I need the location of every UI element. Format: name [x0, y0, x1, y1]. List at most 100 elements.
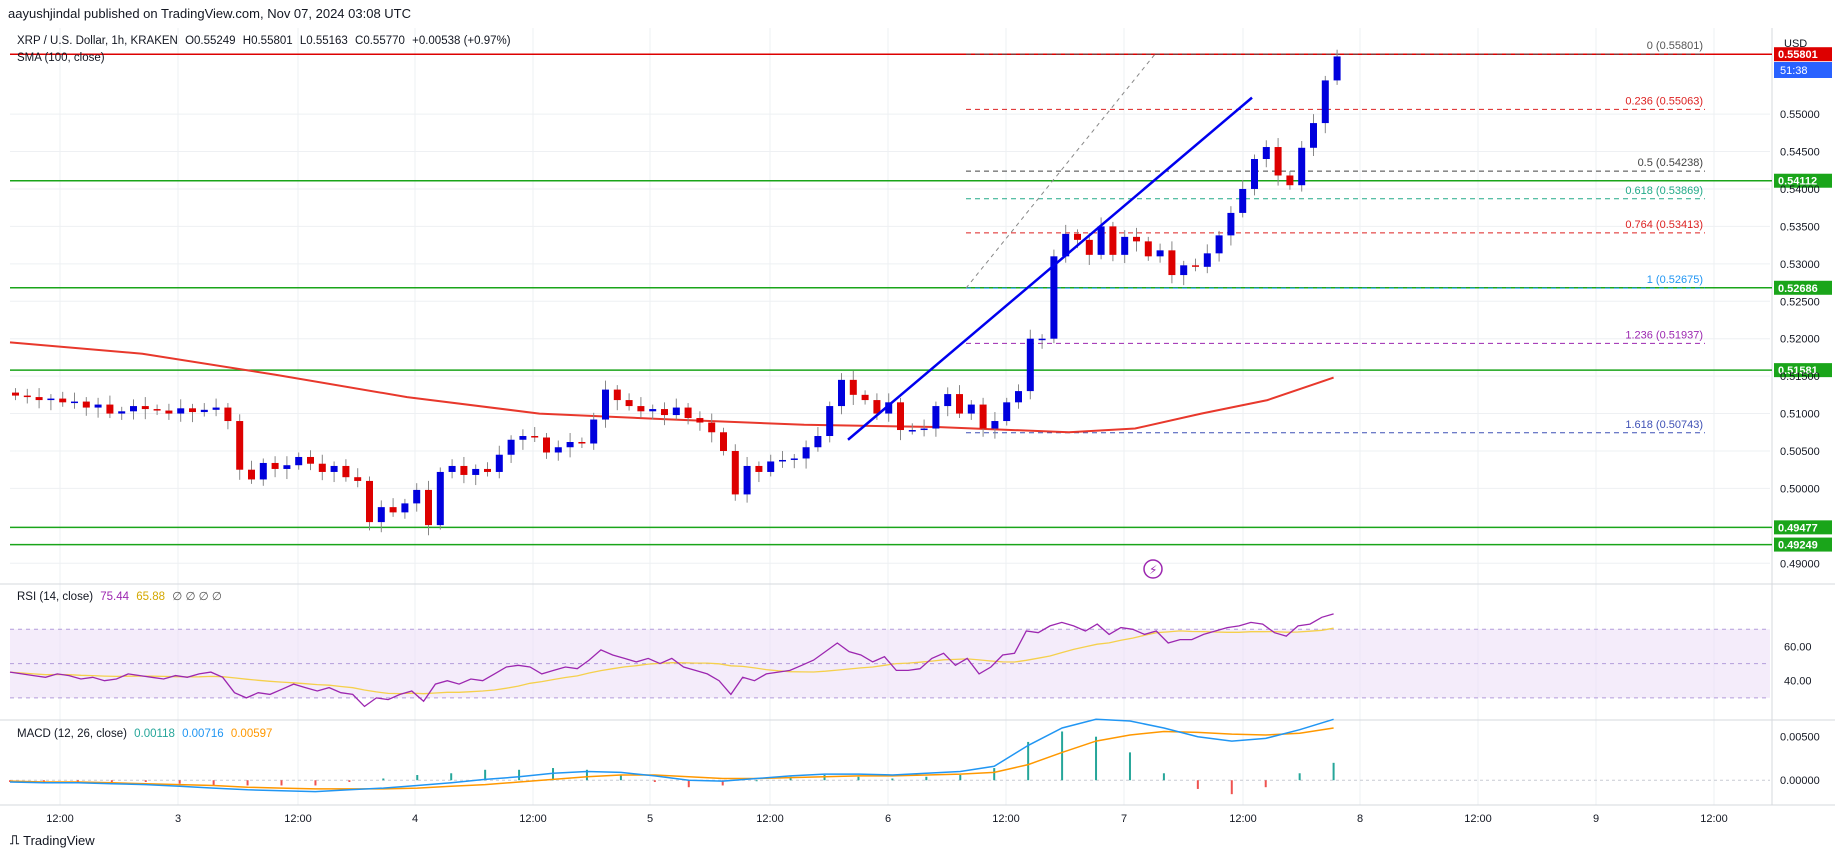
- time-tick-5: 5: [647, 813, 653, 825]
- rsi-ma-value: 65.88: [136, 591, 166, 603]
- candle-body-35: [425, 489, 432, 526]
- candle-body-90: [1074, 233, 1081, 240]
- macd-hist-bar-17: [585, 769, 588, 781]
- open-value: O0.55249: [185, 35, 236, 47]
- time-tick-14: 12:00: [1700, 813, 1728, 825]
- level-label-4: 0.49477: [1778, 522, 1818, 534]
- candle-body-33: [401, 503, 409, 513]
- candle-body-19: [236, 421, 244, 470]
- candle-body-53: [637, 406, 645, 412]
- candle-body-47: [566, 442, 574, 448]
- level-label-3: 0.51581: [1778, 365, 1818, 377]
- macd-hist-bar-16: [552, 768, 555, 781]
- candle-body-75: [897, 402, 904, 431]
- macd-pane: 0.00500 0.00000: [9, 718, 1820, 795]
- level-label-0: 0.55801: [1778, 49, 1818, 61]
- candle-body-46: [554, 447, 562, 453]
- candle-body-88: [1050, 256, 1058, 339]
- macd-tick-1: 0.00000: [1780, 775, 1820, 787]
- lightning-icon: [1143, 559, 1163, 579]
- candle-body-99: [1180, 265, 1188, 276]
- sma-label: SMA (100, close): [17, 52, 105, 64]
- rsi-tick-0: 60.00: [1784, 641, 1812, 653]
- candle-body-92: [1097, 226, 1105, 255]
- fib-diagonal: [965, 53, 1156, 289]
- macd-hist-bar-27: [925, 776, 928, 781]
- candle-body-44: [531, 436, 539, 438]
- candle-body-52: [625, 400, 633, 407]
- candle-body-24: [295, 456, 303, 466]
- candle-body-104: [1239, 188, 1247, 213]
- trend-line: [847, 96, 1253, 441]
- candles: [12, 49, 1341, 536]
- time-tick-4: 12:00: [519, 813, 547, 825]
- candle-body-28: [342, 465, 350, 478]
- candle-body-100: [1192, 265, 1199, 267]
- candle-body-78: [932, 406, 940, 429]
- candle-body-1: [23, 395, 31, 398]
- sma-legend[interactable]: SMA (100, close): [17, 52, 109, 64]
- macd-hist-bar-10: [348, 780, 351, 782]
- time-tick-11: 8: [1357, 813, 1363, 825]
- fib-label-4: 0.764 (0.53413): [1625, 219, 1703, 231]
- macd-label: MACD (12, 26, close): [17, 728, 127, 740]
- macd-hist-bar-37: [1264, 780, 1267, 788]
- candle-body-18: [224, 407, 232, 422]
- level-tag-1: [1774, 173, 1832, 188]
- candle-body-84: [1003, 402, 1011, 422]
- candle-body-40: [484, 468, 491, 472]
- candle-body-54: [649, 409, 657, 412]
- candle-body-95: [1133, 236, 1140, 242]
- price-tick-1: 0.54500: [1780, 147, 1820, 159]
- candle-body-56: [672, 407, 680, 416]
- candle-body-22: [271, 462, 279, 469]
- candle-body-55: [661, 409, 668, 416]
- candle-body-71: [849, 379, 857, 395]
- rsi-line: [9, 613, 1334, 708]
- rsi-legend[interactable]: RSI (14, close) 75.44 65.88 ∅ ∅ ∅ ∅: [17, 589, 226, 603]
- macd-hist-bar-39: [1332, 762, 1335, 781]
- candle-body-91: [1085, 239, 1093, 255]
- candle-body-32: [389, 507, 397, 513]
- fib-label-5: 1 (0.52675): [1647, 274, 1703, 286]
- fib-label-1: 0.236 (0.55063): [1625, 95, 1703, 107]
- candle-body-74: [885, 402, 893, 414]
- symbol-legend: XRP / U.S. Dollar, 1h, KRAKEN O0.55249 H…: [17, 35, 515, 47]
- candle-body-36: [436, 471, 444, 526]
- macd-hist-bar-2: [76, 780, 79, 782]
- level-label-5: 0.49249: [1778, 540, 1818, 552]
- macd-line-value: 0.00716: [182, 728, 224, 740]
- time-tick-1: 3: [175, 813, 181, 825]
- sma-100-line: [9, 341, 1334, 434]
- macd-hist-bar-9: [314, 780, 317, 786]
- currency-label: USD: [1784, 38, 1807, 50]
- footer-brand[interactable]: ⎍ TradingView: [10, 832, 95, 848]
- price-axis: 0.55801 0.54112 0.52686 0.51581 0.49477 0.492…: [1774, 38, 1832, 570]
- macd-legend[interactable]: MACD (12, 26, close) 0.00118 0.00716 0.0…: [17, 728, 276, 740]
- price-tick-0: 0.55000: [1780, 109, 1820, 121]
- candle-body-51: [613, 389, 621, 401]
- candle-body-49: [590, 419, 598, 444]
- rsi-pane: 60.00 40.00: [9, 613, 1812, 708]
- level-tag-5: [1774, 537, 1832, 552]
- candle-body-9: [118, 411, 126, 414]
- macd-hist-bar-14: [484, 769, 487, 781]
- candle-body-69: [826, 406, 834, 437]
- candle-body-6: [82, 401, 90, 408]
- macd-hist-bar-13: [450, 773, 453, 781]
- candle-body-82: [979, 404, 987, 429]
- macd-hist-bar-8: [280, 780, 283, 786]
- candle-body-4: [59, 398, 67, 403]
- time-tick-6: 12:00: [756, 813, 784, 825]
- candle-body-110: [1310, 123, 1317, 148]
- price-tick-7: 0.51500: [1780, 371, 1820, 383]
- time-tick-13: 9: [1593, 813, 1599, 825]
- macd-hist-bar-24: [823, 775, 826, 781]
- candle-body-23: [283, 465, 291, 469]
- candle-body-108: [1286, 175, 1294, 186]
- macd-hist-bar-31: [1061, 731, 1064, 781]
- time-tick-2: 12:00: [284, 813, 312, 825]
- candle-body-34: [413, 489, 421, 504]
- candle-body-112: [1333, 56, 1341, 81]
- candle-body-96: [1144, 241, 1152, 257]
